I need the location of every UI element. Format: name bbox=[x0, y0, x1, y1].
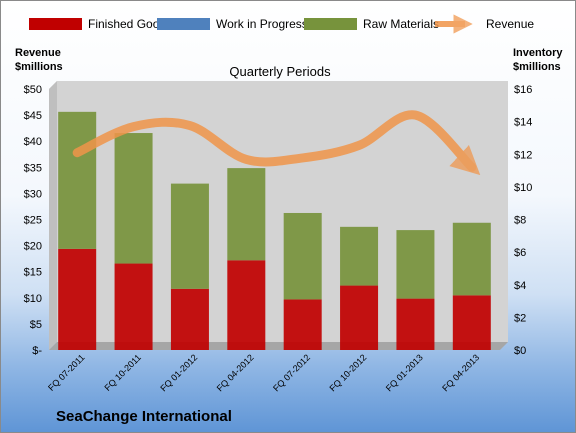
right-axis-title-line-1: Inventory bbox=[513, 47, 563, 59]
bar-finished-goods bbox=[58, 248, 97, 350]
left-tick-label: $10 bbox=[24, 293, 42, 305]
right-tick-label: $6 bbox=[514, 247, 526, 259]
bar-finished-goods bbox=[283, 299, 322, 350]
right-axis-title-line-2: $millions bbox=[513, 61, 561, 73]
x-tick-label: FQ 04-2012 bbox=[215, 352, 256, 393]
left-tick-label: $50 bbox=[24, 84, 42, 96]
x-tick-label: FQ 01-2013 bbox=[384, 352, 425, 393]
legend-label-raw-materials: Raw Materials bbox=[363, 17, 439, 31]
left-tick-label: $45 bbox=[24, 110, 42, 122]
bars bbox=[58, 111, 491, 350]
right-tick-label: $14 bbox=[514, 117, 532, 129]
x-tick-label: FQ 01-2012 bbox=[158, 352, 199, 393]
bar-raw-materials bbox=[227, 168, 266, 261]
legend-label-work-in-progress: Work in Progress bbox=[216, 17, 308, 31]
bar-finished-goods bbox=[114, 263, 153, 350]
left-tick-label: $25 bbox=[24, 215, 42, 227]
left-tick-label: $20 bbox=[24, 241, 42, 253]
right-tick-label: $8 bbox=[514, 215, 526, 227]
legend-swatch-finished-goods bbox=[29, 18, 82, 30]
bar-finished-goods bbox=[340, 285, 379, 350]
left-tick-label: $15 bbox=[24, 267, 42, 279]
tick-labels: $- $5 $10 $15 $20 $25 $30 $35 $40 $45 $50 $0 $2 $4 $6 $… bbox=[24, 84, 533, 357]
bar-raw-materials bbox=[396, 230, 435, 299]
legend-label-revenue: Revenue bbox=[486, 17, 534, 31]
x-tick-labels: FQ 07-2011 FQ 10-2011 FQ 01-2012 FQ 04-2012… bbox=[46, 352, 481, 393]
left-tick-label: $40 bbox=[24, 136, 42, 148]
x-tick-label: FQ 10-2012 bbox=[327, 352, 368, 393]
bar-finished-goods bbox=[396, 298, 435, 350]
left-tick-label: $- bbox=[32, 345, 42, 357]
x-tick-label: FQ 07-2011 bbox=[46, 352, 87, 393]
x-tick-label: FQ 04-2013 bbox=[440, 352, 481, 393]
left-tick-label: $35 bbox=[24, 162, 42, 174]
revenue-line bbox=[72, 110, 481, 176]
bar-finished-goods bbox=[452, 295, 491, 350]
right-tick-label: $10 bbox=[514, 182, 532, 194]
right-tick-label: $4 bbox=[514, 280, 526, 292]
company-name: SeaChange International bbox=[56, 408, 232, 425]
bar-finished-goods bbox=[170, 288, 209, 350]
legend: Finished Goods Work in Progress Raw Mate… bbox=[29, 14, 534, 34]
bar-finished-goods bbox=[227, 260, 266, 350]
x-tick-label: FQ 10-2011 bbox=[102, 352, 143, 393]
plot-floor bbox=[49, 342, 508, 350]
right-tick-label: $12 bbox=[514, 149, 532, 161]
right-tick-label: $0 bbox=[514, 345, 526, 357]
left-axis-title-line-2: $millions bbox=[15, 61, 63, 73]
legend-label-finished-goods: Finished Goods bbox=[88, 17, 172, 31]
plot-left-wall bbox=[49, 81, 57, 350]
x-tick-label: FQ 07-2012 bbox=[271, 352, 312, 393]
bar-raw-materials bbox=[283, 212, 322, 300]
left-tick-label: $5 bbox=[30, 319, 42, 331]
right-tick-label: $16 bbox=[514, 84, 532, 96]
left-tick-label: $30 bbox=[24, 188, 42, 200]
revenue-line-group bbox=[72, 110, 481, 176]
left-axis-title-line-1: Revenue bbox=[15, 47, 61, 59]
chart-subtitle: Quarterly Periods bbox=[229, 64, 331, 79]
bar-raw-materials bbox=[58, 111, 97, 249]
legend-swatch-raw-materials bbox=[304, 18, 357, 30]
bar-raw-materials bbox=[170, 183, 209, 289]
bar-raw-materials bbox=[340, 226, 379, 286]
bar-raw-materials bbox=[114, 133, 153, 264]
bar-raw-materials bbox=[452, 222, 491, 296]
right-tick-label: $2 bbox=[514, 312, 526, 324]
legend-swatch-work-in-progress bbox=[157, 18, 210, 30]
